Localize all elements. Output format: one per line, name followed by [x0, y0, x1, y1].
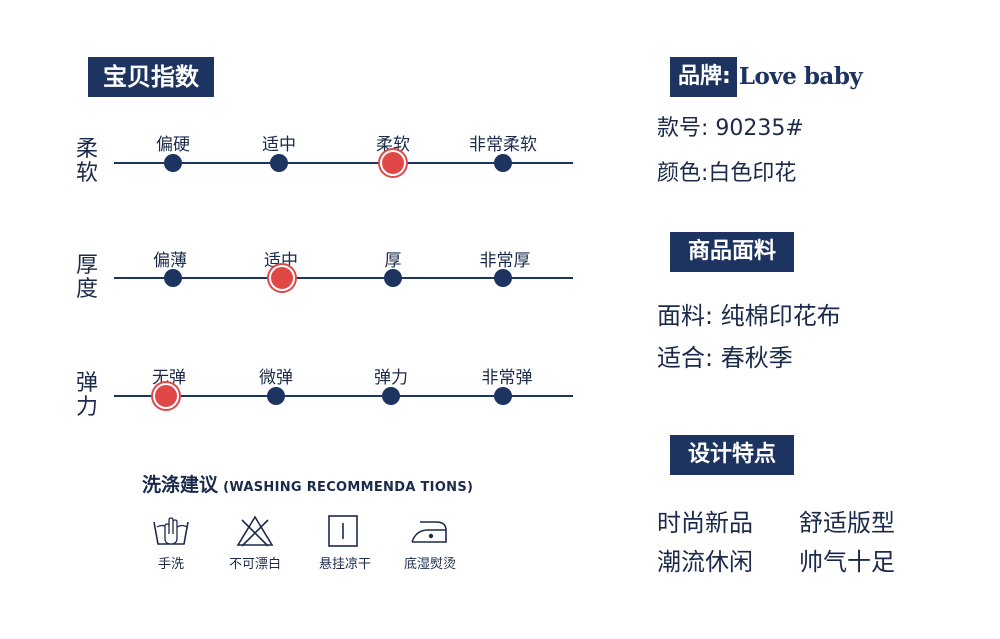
washing-title-en: (WASHING RECOMMENDA TIONS): [223, 480, 474, 495]
level-label: 非常弹: [481, 368, 533, 388]
level-dot: [382, 387, 400, 405]
level-label: 微弹: [259, 368, 293, 388]
hang-dry-icon: [328, 515, 358, 547]
scale-line-softness: [114, 162, 573, 164]
scale-line-elasticity: [114, 395, 573, 397]
no-bleach-icon: [236, 515, 274, 547]
brand-label: 品牌:: [670, 57, 737, 97]
washing-label: 底湿熨烫: [403, 557, 457, 572]
selected-level-dot: [153, 383, 179, 409]
level-label: 偏薄: [153, 251, 187, 271]
level-label: 厚: [384, 251, 402, 271]
level-dot: [164, 154, 182, 172]
level-label: 弹力: [374, 368, 408, 388]
product-color: 颜色:白色印花: [657, 161, 797, 186]
fabric-season: 适合: 春秋季: [657, 344, 793, 372]
row-label-elasticity: 弹力: [75, 371, 98, 420]
level-dot: [494, 269, 512, 287]
fabric-section-title: 商品面料: [670, 232, 794, 272]
hand-wash-icon: [153, 517, 189, 545]
design-feature: 舒适版型: [799, 509, 895, 537]
level-label: 适中: [262, 135, 296, 155]
level-dot: [494, 154, 512, 172]
level-dot: [267, 387, 285, 405]
washing-title: 洗涤建议 (WASHING RECOMMENDA TIONS): [142, 470, 473, 497]
iron-icon: [411, 521, 447, 543]
level-label: 非常柔软: [469, 135, 537, 155]
level-label: 非常厚: [479, 251, 531, 271]
row-label-softness: 柔软: [75, 137, 98, 186]
selected-level-dot: [269, 265, 295, 291]
design-section-title: 设计特点: [670, 435, 794, 475]
row-label-thickness: 厚度: [75, 253, 98, 302]
brand-tag: 品牌: Love baby: [670, 57, 863, 97]
level-dot: [164, 269, 182, 287]
design-feature: 时尚新品: [657, 509, 753, 537]
design-feature: 潮流休闲: [657, 548, 753, 576]
washing-label: 悬挂凉干: [318, 557, 372, 572]
fabric-material: 面料: 纯棉印花布: [657, 302, 841, 330]
washing-label: 手洗: [157, 557, 185, 572]
index-title: 宝贝指数: [88, 57, 214, 97]
washing-title-cn: 洗涤建议: [142, 474, 219, 496]
design-feature: 帅气十足: [799, 548, 895, 576]
level-dot: [384, 269, 402, 287]
level-label: 柔软: [376, 135, 410, 155]
washing-label: 不可漂白: [228, 557, 282, 572]
scale-line-thickness: [114, 277, 573, 279]
level-label: 偏硬: [156, 135, 190, 155]
level-dot: [494, 387, 512, 405]
brand-value: Love baby: [738, 63, 863, 90]
selected-level-dot: [380, 150, 406, 176]
level-label: 适中: [264, 251, 298, 271]
style-number: 款号: 90235#: [657, 116, 804, 141]
level-dot: [270, 154, 288, 172]
